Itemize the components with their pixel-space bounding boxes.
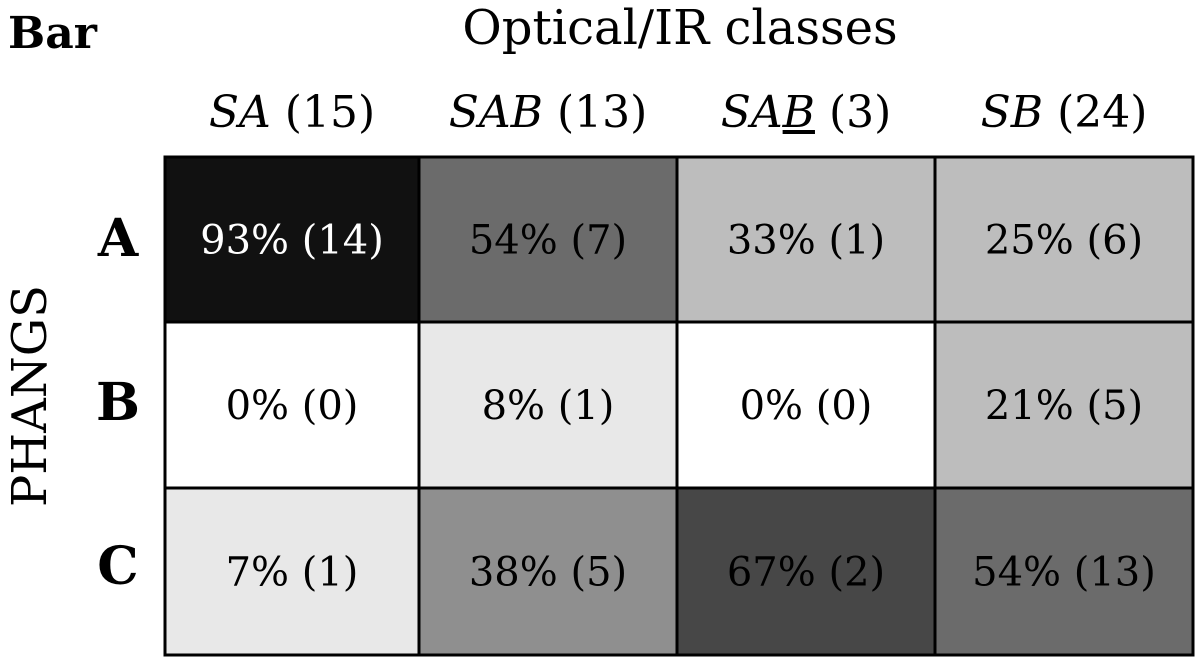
heatmap-cell-label: 67% (2) bbox=[727, 550, 885, 596]
column-header-sa: SA (15) bbox=[165, 80, 419, 146]
heatmap-cell-label: 33% (1) bbox=[727, 218, 885, 264]
heatmap-cell-c-1 bbox=[163, 486, 421, 657]
heatmap-cell-label: 0% (0) bbox=[740, 383, 873, 429]
column-header-count: (24) bbox=[1057, 87, 1148, 138]
heatmap-cell-label: 54% (7) bbox=[469, 218, 627, 264]
heatmap-cell-label: 7% (1) bbox=[226, 550, 359, 596]
heatmap-cell-b-3 bbox=[675, 320, 937, 490]
column-header-sb: SB (24) bbox=[935, 80, 1193, 146]
column-header-sab-underlined: SAB (3) bbox=[677, 80, 935, 146]
row-header-c: C bbox=[97, 536, 139, 597]
heatmap-cell-label: 25% (6) bbox=[985, 218, 1143, 264]
heatmap-cell-b-4 bbox=[933, 320, 1195, 490]
heatmap-cell-label: 38% (5) bbox=[469, 550, 627, 596]
heatmap-cell-a-1 bbox=[163, 155, 421, 324]
column-header-sab: SAB (13) bbox=[419, 80, 677, 146]
column-axis-title: Optical/IR classes bbox=[462, 0, 898, 56]
heatmap-cell-b-2 bbox=[417, 320, 679, 490]
heatmap-cell-label: 93% (14) bbox=[200, 218, 384, 264]
column-header-class: SB bbox=[980, 87, 1044, 138]
heatmap-cell-a-3 bbox=[675, 155, 937, 324]
column-header-class-text: SAB bbox=[720, 87, 815, 138]
heatmap-cell-b-1 bbox=[163, 320, 421, 490]
row-header-b: B bbox=[96, 372, 140, 433]
row-header-a: A bbox=[97, 208, 139, 269]
corner-label: Bar bbox=[8, 8, 97, 59]
heatmap-cell-a-4 bbox=[933, 155, 1195, 324]
column-header-count: (3) bbox=[828, 87, 892, 138]
heatmap-cell-c-3 bbox=[675, 486, 937, 657]
column-header-class: SAB bbox=[721, 87, 815, 138]
heatmap-cell-label: 54% (13) bbox=[972, 550, 1156, 596]
heatmap-cell-c-4 bbox=[933, 486, 1195, 657]
heatmap-cell-label: 0% (0) bbox=[226, 383, 359, 429]
column-header-count: (15) bbox=[284, 87, 376, 138]
heatmap-cell-c-2 bbox=[417, 486, 679, 657]
column-header-class: SAB bbox=[448, 87, 543, 138]
column-header-count: (13) bbox=[556, 87, 648, 138]
heatmap-cell-label: 21% (5) bbox=[985, 383, 1143, 429]
heatmap-cell-label: 8% (1) bbox=[482, 383, 615, 429]
column-header-class: SA bbox=[208, 87, 271, 138]
